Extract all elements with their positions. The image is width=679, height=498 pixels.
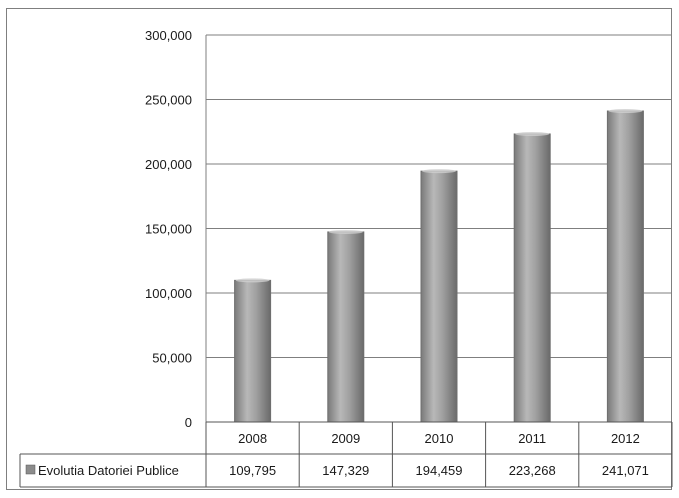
value-label: 194,459: [416, 463, 463, 478]
value-label: 241,071: [602, 463, 649, 478]
bar-highlight: [515, 131, 550, 136]
data-table: 2008 2009 2010 2011 2012 109,795 147,329 194,45…: [19, 421, 673, 488]
category-label: 2008: [238, 431, 267, 446]
bar-group: [420, 169, 458, 423]
gridlines: [205, 34, 672, 422]
y-axis-ticks: 0 50,000 100,000 150,000 200,000 250,000 300,0…: [145, 28, 192, 430]
series-name: Evolutia Datoriei Publice: [38, 463, 179, 478]
y-tick-label: 0: [185, 415, 192, 430]
y-tick-label: 200,000: [145, 157, 192, 172]
y-tick-label: 50,000: [152, 351, 192, 366]
bar: [420, 170, 458, 423]
value-label: 147,329: [322, 463, 369, 478]
category-label: 2009: [331, 431, 360, 446]
value-label: 223,268: [509, 463, 556, 478]
bar-group: [327, 229, 365, 423]
category-label: 2011: [518, 431, 546, 446]
y-tick-label: 150,000: [145, 222, 192, 237]
category-label: 2012: [611, 431, 640, 446]
bars: [234, 109, 644, 423]
y-tick-label: 100,000: [145, 286, 192, 301]
bar-highlight: [328, 229, 363, 234]
value-label: 109,795: [229, 463, 276, 478]
category-label: 2010: [425, 431, 454, 446]
bar: [327, 231, 365, 423]
y-tick-label: 250,000: [145, 93, 192, 108]
bar: [513, 133, 551, 423]
bar-group: [513, 131, 551, 423]
bar-group: [606, 109, 644, 423]
bar: [606, 110, 644, 423]
y-tick-label: 300,000: [145, 28, 192, 43]
bar-highlight: [422, 169, 456, 174]
legend-key: [25, 464, 36, 475]
bar-group: [234, 278, 272, 423]
bar-highlight: [608, 109, 643, 114]
bar: [234, 279, 272, 423]
bar-highlight: [235, 278, 270, 283]
